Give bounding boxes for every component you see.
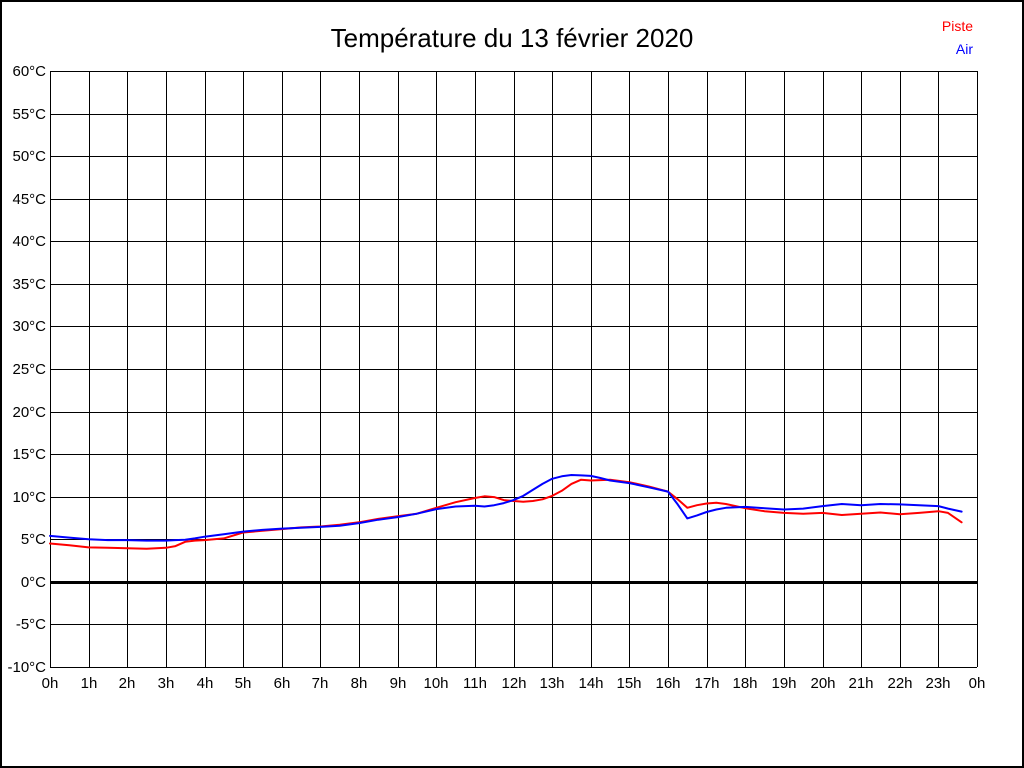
- y-tick-label: -10°C: [7, 659, 46, 676]
- x-tick-label: 5h: [235, 675, 252, 692]
- x-tick-label: 16h: [655, 675, 680, 692]
- y-tick-label: 35°C: [12, 276, 46, 293]
- series-lines: [49, 474, 963, 550]
- x-tick-label: 22h: [887, 675, 912, 692]
- y-tick-label: -5°C: [16, 616, 46, 633]
- chart-title: Température du 13 février 2020: [330, 23, 694, 53]
- x-tick-label: 6h: [274, 675, 291, 692]
- y-tick-label: 55°C: [12, 106, 46, 123]
- y-tick-label: 45°C: [12, 191, 46, 208]
- y-tick-label: 5°C: [21, 531, 46, 548]
- x-tick-label: 21h: [848, 675, 873, 692]
- x-tick-label: 2h: [119, 675, 136, 692]
- air-line: [49, 474, 963, 542]
- x-tick-label: 10h: [423, 675, 448, 692]
- y-tick-label: 0°C: [21, 574, 46, 591]
- x-tick-label: 3h: [158, 675, 175, 692]
- y-tick-label: 30°C: [12, 318, 46, 335]
- x-tick-label: 17h: [694, 675, 719, 692]
- grid: [50, 71, 978, 668]
- legend-piste: Piste: [941, 18, 973, 34]
- x-tick-label: 0h: [969, 675, 986, 692]
- y-tick-label: 15°C: [12, 446, 46, 463]
- legend-air: Air: [955, 41, 973, 57]
- y-tick-label: 50°C: [12, 148, 46, 165]
- y-tick-label: 20°C: [12, 404, 46, 421]
- x-tick-label: 7h: [312, 675, 329, 692]
- y-axis-labels: 60°C 55°C 50°C 45°C 40°C 35°C 30°C 25°C 20°C 15°C…: [7, 63, 46, 676]
- x-tick-label: 9h: [390, 675, 407, 692]
- x-axis-labels: 0h 1h 2h 3h 4h 5h 6h 7h 8h 9h 10h 11h 12h 13h 14h 15h 16…: [42, 675, 986, 692]
- x-tick-label: 1h: [81, 675, 98, 692]
- x-tick-label: 4h: [197, 675, 214, 692]
- x-tick-label: 19h: [771, 675, 796, 692]
- x-tick-label: 0h: [42, 675, 59, 692]
- x-tick-label: 15h: [616, 675, 641, 692]
- x-tick-label: 14h: [578, 675, 603, 692]
- x-tick-label: 13h: [539, 675, 564, 692]
- y-tick-label: 60°C: [12, 63, 46, 80]
- x-tick-label: 20h: [810, 675, 835, 692]
- y-tick-label: 40°C: [12, 233, 46, 250]
- piste-line: [49, 478, 963, 550]
- y-tick-label: 25°C: [12, 361, 46, 378]
- x-tick-label: 18h: [732, 675, 757, 692]
- x-tick-label: 11h: [463, 675, 487, 692]
- y-tick-label: 10°C: [12, 489, 46, 506]
- x-tick-label: 8h: [351, 675, 368, 692]
- legend: Piste Air: [942, 15, 973, 61]
- x-tick-label: 12h: [501, 675, 526, 692]
- x-tick-label: 23h: [925, 675, 950, 692]
